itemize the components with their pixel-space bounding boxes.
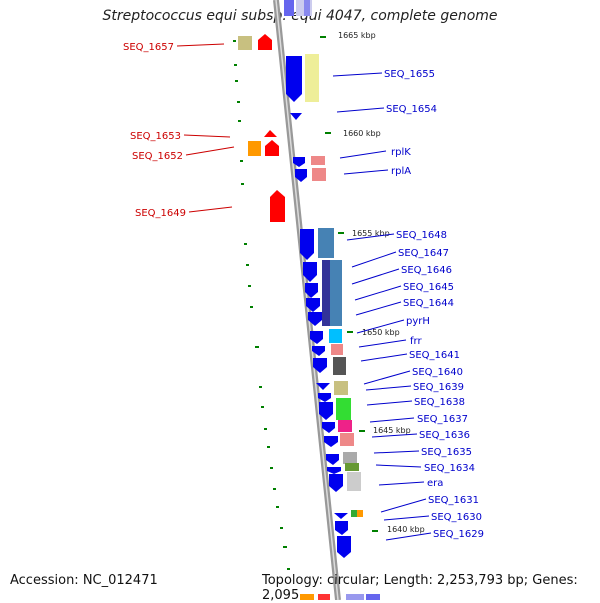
label-seq1647: SEQ_1647 <box>398 248 449 259</box>
gene-era <box>329 474 343 492</box>
scale-label-1640: 1640 kbp <box>387 525 425 534</box>
label-pyrH: pyrH <box>406 316 430 327</box>
label-seq1653: SEQ_1653 <box>130 131 181 142</box>
gene-seq1638-feature <box>336 398 351 420</box>
label-seq1629: SEQ_1629 <box>433 529 484 540</box>
gene-seq1629-a <box>335 521 348 535</box>
gene-seq1631-feature-a <box>351 510 357 517</box>
gene-pyrH <box>310 331 323 344</box>
gene-seq1655-feature <box>305 54 319 102</box>
gene-seq1649 <box>270 190 285 222</box>
scale-label-1665: 1665 kbp <box>338 31 376 40</box>
scale-label-1650: 1650 kbp <box>362 328 400 337</box>
gene-seq1652 <box>265 140 279 156</box>
gene-seq1629-b <box>337 536 351 558</box>
gene-seq1647-feature <box>322 260 330 326</box>
gene-seq1647 <box>303 262 317 282</box>
gene-seq1637 <box>322 422 335 433</box>
label-rplK: rplK <box>391 147 411 158</box>
gene-seq1637-feature <box>338 420 352 432</box>
scale-label-1645: 1645 kbp <box>373 426 411 435</box>
gene-seq1639 <box>318 393 331 402</box>
gene-pyrH-feature <box>329 329 342 343</box>
label-seq1640: SEQ_1640 <box>412 367 463 378</box>
accession-text: Accession: NC_012471 <box>10 573 158 588</box>
gene-seq1653 <box>264 130 277 137</box>
label-seq1641: SEQ_1641 <box>409 350 460 361</box>
gene-seq1652-feature <box>248 141 261 156</box>
gene-seq1657 <box>258 34 272 50</box>
scale-ticks <box>320 36 378 532</box>
gene-seq1648-feature <box>318 228 334 258</box>
label-seq1654: SEQ_1654 <box>386 104 437 115</box>
gene-seq1636-feature <box>340 433 354 446</box>
scale-label-1660: 1660 kbp <box>343 129 381 138</box>
gene-frr-feature <box>331 344 343 355</box>
gene-fragment-bottom <box>366 594 380 600</box>
label-seq1631: SEQ_1631 <box>428 495 479 506</box>
genome-summary-text: Topology: circular; Length: 2,253,793 bp… <box>262 573 578 603</box>
gene-seq1631-feature-b <box>357 510 363 517</box>
gene-seq1648 <box>300 229 314 260</box>
gene-rplK <box>293 157 305 167</box>
gene-seq1646 <box>305 283 318 298</box>
label-seq1644: SEQ_1644 <box>403 298 454 309</box>
scale-label-1655: 1655 kbp <box>352 229 390 238</box>
forward-genes <box>238 34 285 222</box>
gene-seq1634-feature <box>345 463 359 471</box>
reverse-leader-lines <box>332 72 432 541</box>
gene-era-feature <box>347 472 361 491</box>
gene-seq1655 <box>286 56 302 102</box>
gene-fragment-bottom <box>318 594 330 600</box>
label-seq1649: SEQ_1649 <box>135 208 186 219</box>
gene-fragment-top <box>284 0 294 16</box>
label-frr: frr <box>410 336 422 347</box>
gene-seq1641-feature <box>333 357 346 375</box>
gene-fragment-bottom <box>346 594 364 600</box>
label-seq1634: SEQ_1634 <box>424 463 475 474</box>
gene-seq1654 <box>290 113 302 120</box>
label-seq1646: SEQ_1646 <box>401 265 452 276</box>
label-seq1657: SEQ_1657 <box>123 42 174 53</box>
label-rplA: rplA <box>391 166 411 177</box>
gene-seq1645 <box>306 298 320 312</box>
label-seq1638: SEQ_1638 <box>414 397 465 408</box>
gene-seq1630 <box>334 513 348 519</box>
inner-dotted-track <box>233 40 290 570</box>
forward-leader-lines <box>176 43 235 213</box>
gene-rplA <box>295 169 307 182</box>
label-seq1635: SEQ_1635 <box>421 447 472 458</box>
gene-fragment-top <box>304 0 310 16</box>
gene-seq1657-feature <box>238 36 252 50</box>
gene-rplK-feature <box>311 156 325 165</box>
forward-labels: SEQ_1657 SEQ_1653 SEQ_1652 SEQ_1649 <box>123 42 186 219</box>
gene-seq1634 <box>327 467 341 474</box>
label-era: era <box>427 478 443 489</box>
gene-seq1635 <box>326 454 339 465</box>
label-seq1639: SEQ_1639 <box>413 382 464 393</box>
reverse-genes <box>286 54 380 600</box>
label-seq1652: SEQ_1652 <box>132 151 183 162</box>
gene-fragment-bottom <box>300 594 314 600</box>
label-seq1636: SEQ_1636 <box>419 430 470 441</box>
gene-rplA-feature <box>312 168 326 181</box>
label-seq1655: SEQ_1655 <box>384 69 435 80</box>
gene-frr <box>312 346 325 356</box>
gene-seq1646-feature <box>330 260 342 326</box>
gene-seq1636 <box>324 436 338 447</box>
label-seq1630: SEQ_1630 <box>431 512 482 523</box>
label-seq1645: SEQ_1645 <box>403 282 454 293</box>
gene-seq1639-feature <box>334 381 348 395</box>
gene-seq1644 <box>308 312 322 326</box>
gene-seq1641 <box>313 358 327 373</box>
label-seq1637: SEQ_1637 <box>417 414 468 425</box>
gene-seq1638 <box>319 402 333 420</box>
gene-seq1635-feature <box>343 452 357 464</box>
label-seq1648: SEQ_1648 <box>396 230 447 241</box>
gene-seq1640 <box>316 383 330 390</box>
reverse-labels: SEQ_1655 SEQ_1654 rplK rplA SEQ_1648 SEQ… <box>384 69 484 540</box>
